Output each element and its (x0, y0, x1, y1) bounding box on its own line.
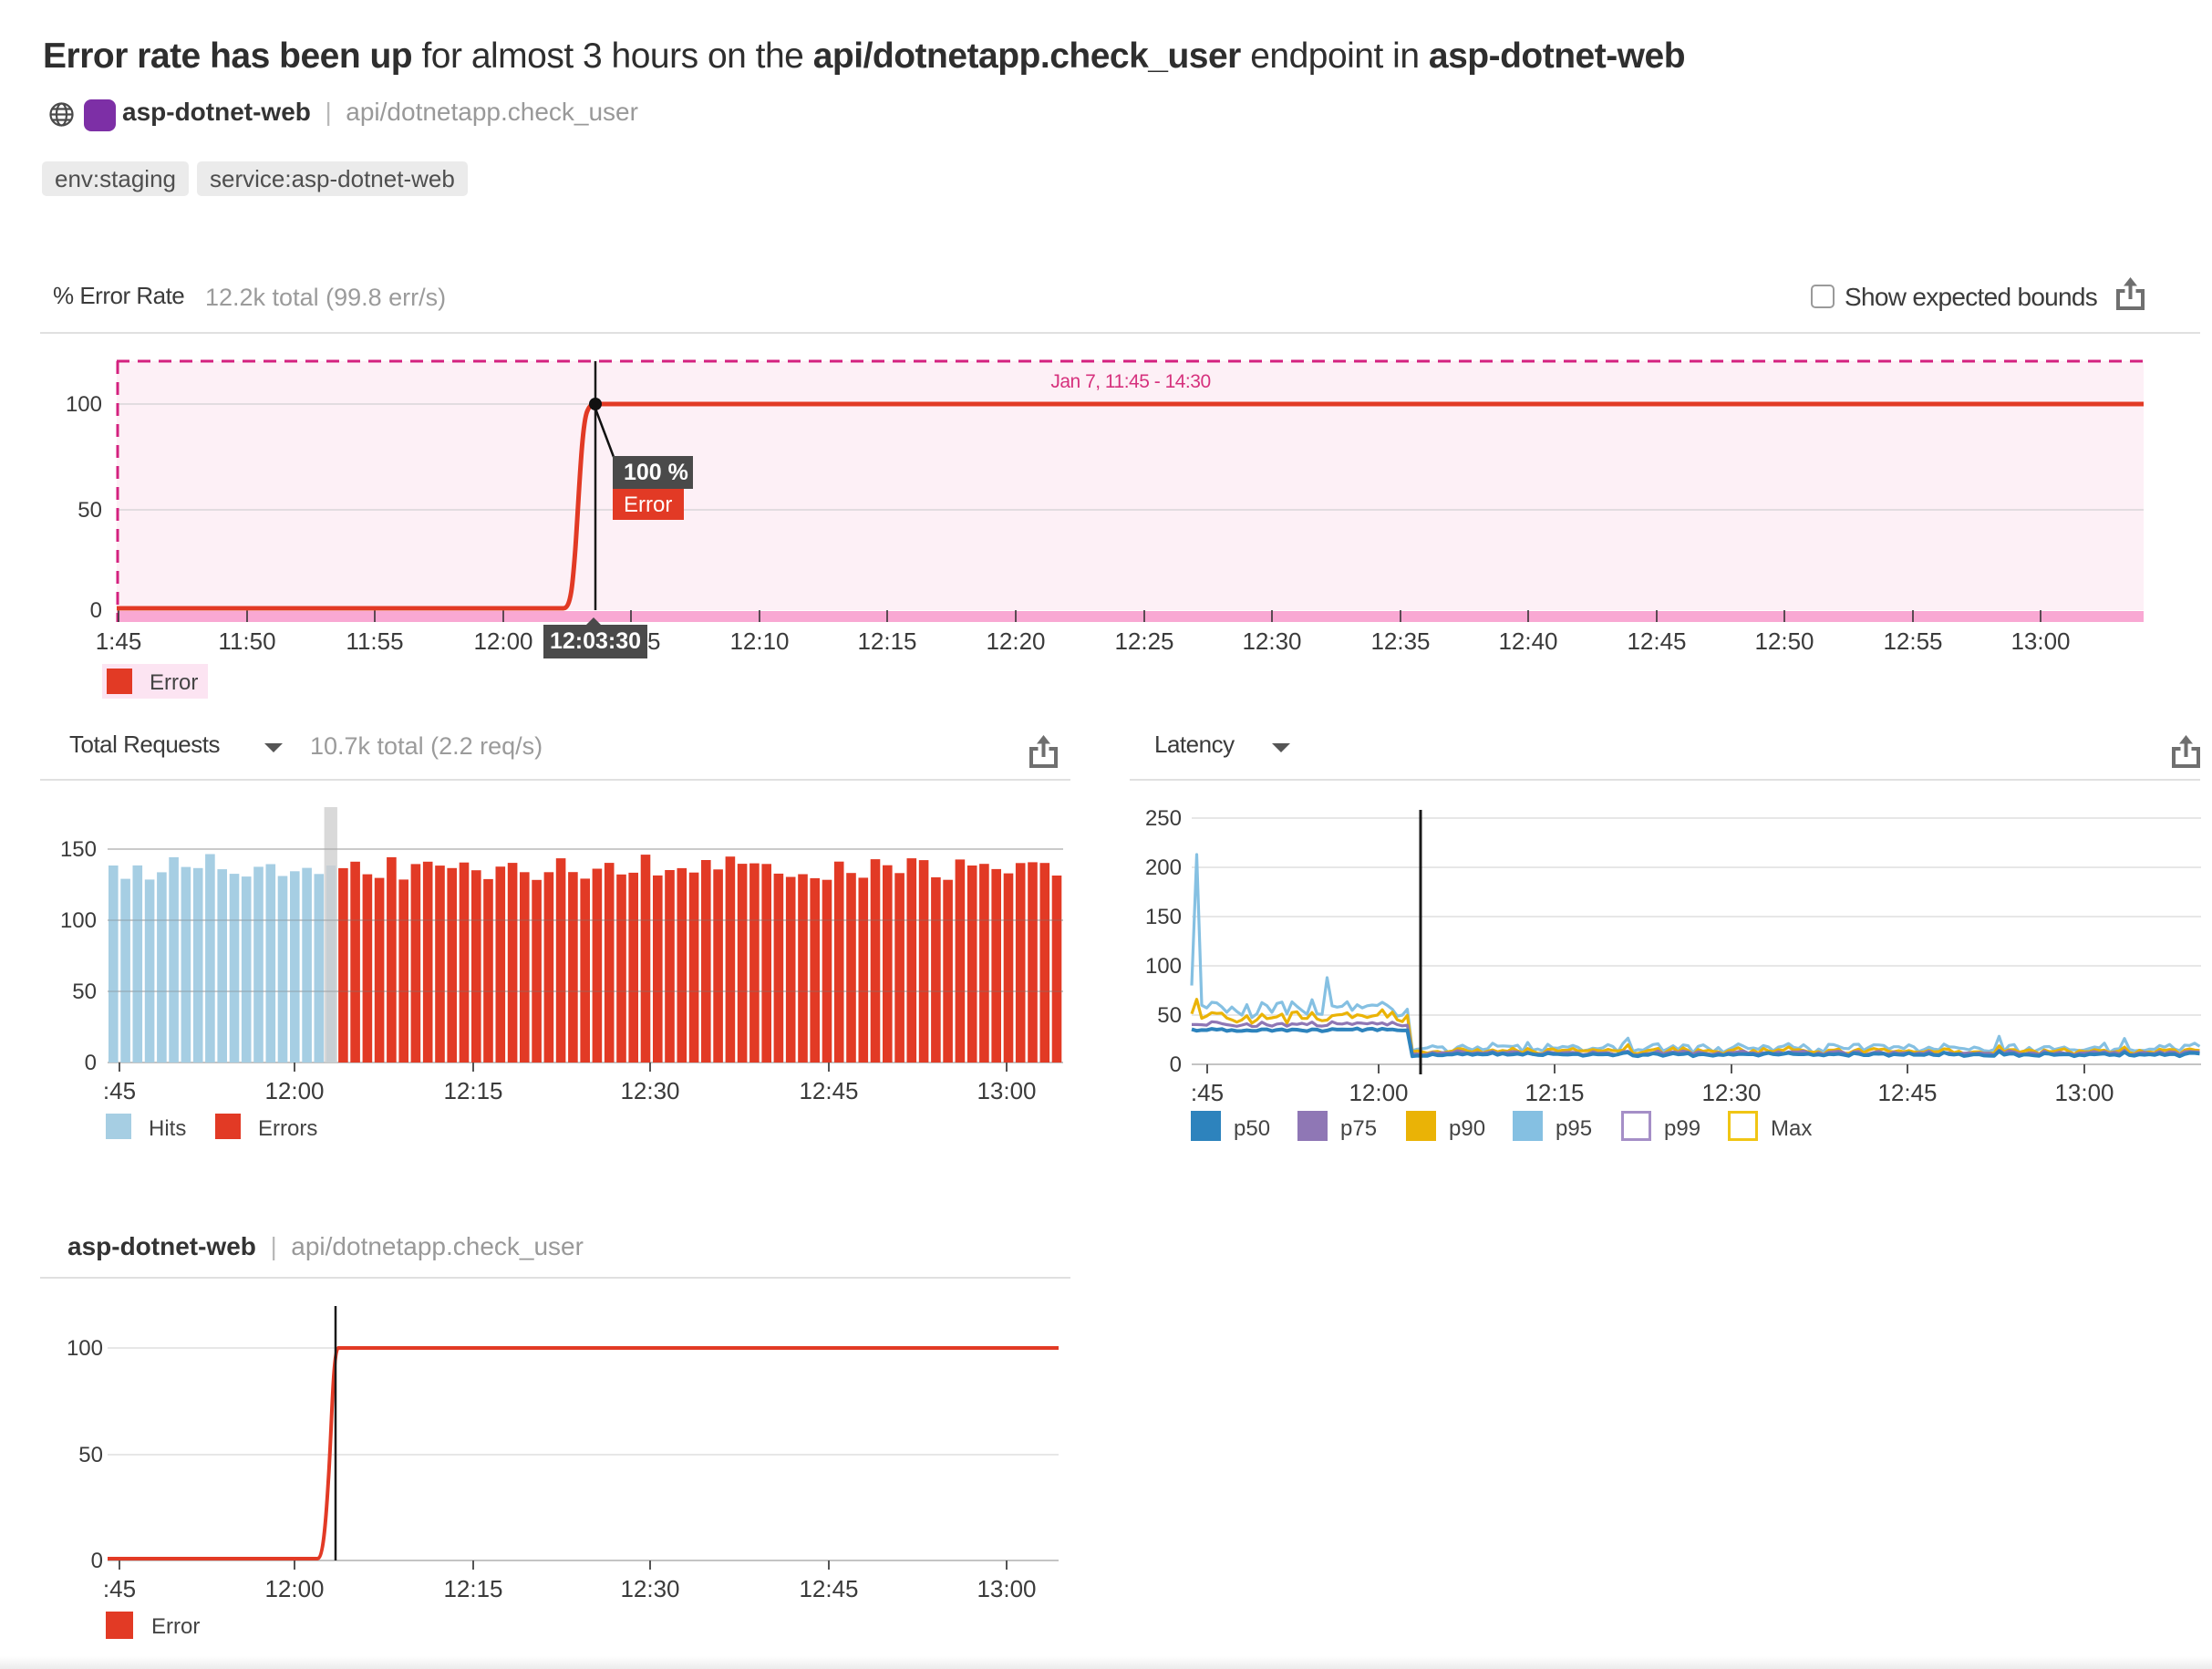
svg-text:0: 0 (85, 1051, 97, 1075)
svg-text:12:35: 12:35 (1370, 627, 1430, 655)
svg-text:250: 250 (1145, 806, 1182, 831)
svg-text:13:00: 13:00 (977, 1077, 1036, 1104)
svg-text:150: 150 (1145, 905, 1182, 929)
svg-text:13:00: 13:00 (2010, 627, 2070, 655)
svg-text:0: 0 (90, 598, 102, 623)
svg-text:200: 200 (1145, 855, 1182, 880)
svg-text:50: 50 (78, 498, 102, 523)
svg-text:11:50: 11:50 (218, 627, 275, 655)
svg-text:50: 50 (72, 980, 97, 1004)
svg-text:100: 100 (1145, 954, 1182, 979)
svg-text:12:45: 12:45 (799, 1575, 858, 1601)
svg-text:12:15: 12:15 (443, 1575, 502, 1601)
svg-text:12:30: 12:30 (1242, 627, 1301, 655)
svg-text:12:45: 12:45 (1877, 1079, 1937, 1106)
svg-text:12:50: 12:50 (1754, 627, 1814, 655)
svg-text:12:10: 12:10 (729, 627, 789, 655)
svg-text:100: 100 (60, 908, 97, 933)
svg-text:11:55: 11:55 (346, 627, 403, 655)
svg-text:0: 0 (1170, 1052, 1182, 1077)
svg-text:0: 0 (91, 1549, 103, 1573)
svg-text:12:25: 12:25 (1114, 627, 1173, 655)
svg-text:150: 150 (60, 837, 97, 862)
svg-text:13:00: 13:00 (977, 1575, 1036, 1601)
svg-text:12:15: 12:15 (443, 1077, 502, 1104)
svg-text:12:45: 12:45 (1627, 627, 1686, 655)
svg-text:12:45: 12:45 (799, 1077, 858, 1104)
svg-text:12:30: 12:30 (620, 1575, 679, 1601)
svg-text::45: :45 (1191, 1079, 1224, 1106)
svg-text:100: 100 (66, 392, 102, 417)
svg-text:12:03:30: 12:03:30 (550, 628, 641, 654)
svg-text:1:45: 1:45 (96, 627, 142, 655)
svg-text:12:55: 12:55 (1883, 627, 1942, 655)
svg-text:Error: Error (624, 492, 672, 517)
svg-text::45: :45 (103, 1575, 136, 1601)
svg-text:12:00: 12:00 (264, 1077, 324, 1104)
svg-text:12:20: 12:20 (986, 627, 1045, 655)
svg-text:100: 100 (67, 1336, 103, 1361)
svg-text:12:40: 12:40 (1498, 627, 1557, 655)
svg-text:12:30: 12:30 (1701, 1079, 1761, 1106)
svg-text:12:15: 12:15 (857, 627, 916, 655)
svg-text:12:00: 12:00 (473, 627, 532, 655)
svg-text:13:00: 13:00 (2054, 1079, 2114, 1106)
svg-text:12:30: 12:30 (620, 1077, 679, 1104)
svg-text:50: 50 (78, 1443, 103, 1467)
svg-text:12:15: 12:15 (1525, 1079, 1584, 1106)
svg-text:12:00: 12:00 (264, 1575, 324, 1601)
svg-text::45: :45 (103, 1077, 136, 1104)
svg-text:50: 50 (1157, 1003, 1182, 1028)
svg-text:Jan 7, 11:45 - 14:30: Jan 7, 11:45 - 14:30 (1050, 371, 1210, 392)
svg-text:12:00: 12:00 (1349, 1079, 1408, 1106)
svg-text:100 %: 100 % (624, 460, 688, 485)
